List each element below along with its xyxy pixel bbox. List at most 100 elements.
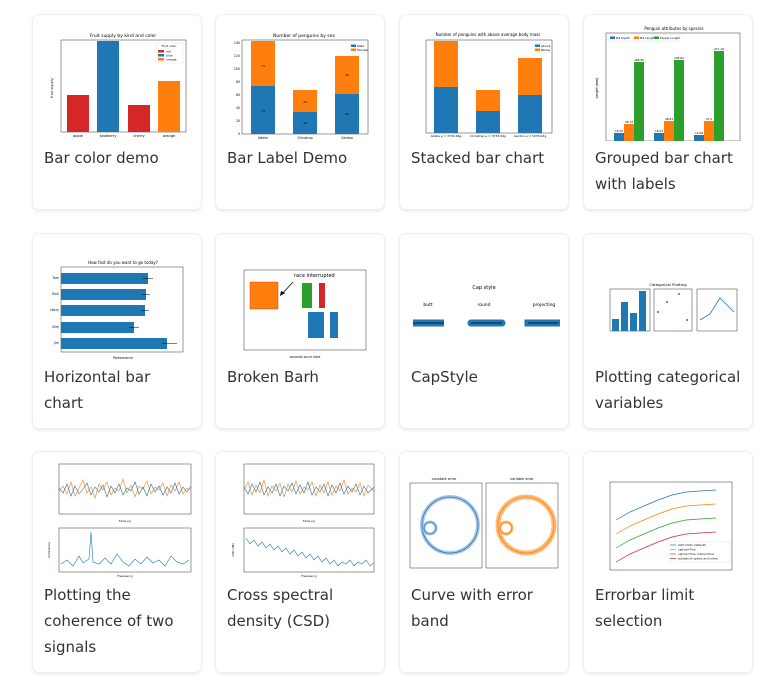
svg-text:140: 140 [234, 41, 240, 45]
svg-text:red: red [166, 50, 171, 54]
svg-text:Adelie μ = 3700.66g: Adelie μ = 3700.66g [431, 134, 462, 138]
card-caption[interactable]: Curve with error band [411, 586, 533, 630]
gallery-card-coherence[interactable]: Time (s) Frequency Coherence Plotting th… [33, 452, 201, 672]
svg-text:48.83: 48.83 [665, 117, 673, 121]
svg-text:Time (s): Time (s) [118, 519, 131, 523]
thumbnail-errorbar-limit: both limits (default) uplims=True uplims… [592, 460, 744, 578]
svg-text:race interrupted: race interrupted [294, 273, 335, 279]
gallery-card-bar-label-demo[interactable]: Number of penguins by sex 0 20 40 60 80 … [216, 15, 384, 209]
thumbnail-csd: Time (s) Frequency CSD (dB) [224, 460, 376, 578]
bar-orange [158, 81, 180, 132]
gallery-card-broken-barh[interactable]: race interrupted seconds since start Bro… [216, 234, 384, 428]
svg-text:uplims=True, lolims=True: uplims=True, lolims=True [678, 552, 714, 556]
svg-text:Fruit color: Fruit color [162, 44, 178, 48]
svg-text:Time (s): Time (s) [302, 519, 315, 523]
svg-text:Chinstrap μ = 3733.09g: Chinstrap μ = 3733.09g [470, 134, 506, 138]
svg-text:195.82: 195.82 [674, 56, 684, 60]
svg-text:Frequency: Frequency [301, 574, 317, 578]
svg-text:Flipper Length: Flipper Length [660, 36, 680, 40]
svg-text:Coherence: Coherence [47, 542, 51, 558]
card-caption[interactable]: Grouped bar chart with labels [595, 149, 733, 193]
gallery-card-plotting-categorical[interactable]: Categorical Plotting Plotting categorica… [584, 234, 752, 428]
y-axis-label: fruit supply [50, 78, 54, 98]
svg-text:Tom: Tom [52, 276, 59, 280]
svg-text:Female: Female [357, 48, 368, 52]
svg-text:orange: orange [163, 134, 175, 138]
card-caption[interactable]: Cross spectral density (CSD) [227, 586, 334, 630]
svg-text:constant error: constant error [432, 477, 457, 481]
svg-text:CSD (dB): CSD (dB) [231, 543, 235, 557]
card-caption[interactable]: Broken Barh [227, 368, 319, 386]
svg-text:Slim: Slim [52, 325, 59, 329]
thumb-title: Fruit supply by kind and color [90, 33, 157, 39]
gallery-card-grouped-bar-chart[interactable]: Penguin attributes by species Length (mm… [584, 15, 752, 209]
thumbnail-horizontal-bar-chart: How fast do you want to go today? Tom Di… [41, 242, 193, 360]
thumbnail-coherence: Time (s) Frequency Coherence [41, 460, 193, 578]
card-caption[interactable]: Bar Label Demo [227, 149, 348, 167]
svg-text:58: 58 [345, 73, 349, 77]
svg-text:Categorical Plotting: Categorical Plotting [649, 282, 687, 287]
svg-text:Below: Below [541, 48, 551, 52]
svg-text:orange: orange [166, 58, 177, 62]
svg-text:Number of penguins with above: Number of penguins with above average bo… [436, 32, 541, 37]
svg-text:apple: apple [73, 134, 83, 138]
svg-text:73: 73 [261, 109, 265, 113]
card-caption[interactable]: Horizontal bar chart [44, 368, 151, 412]
svg-text:both limits (default): both limits (default) [678, 543, 706, 547]
svg-text:Harry: Harry [50, 308, 59, 312]
svg-text:100: 100 [234, 67, 240, 71]
thumbnail-error-band: constant error variable error [408, 460, 560, 578]
svg-text:14.98: 14.98 [695, 131, 703, 135]
svg-text:0: 0 [238, 132, 240, 136]
gallery-card-horizontal-bar-chart[interactable]: How fast do you want to go today? Tom Di… [33, 234, 201, 428]
svg-text:round: round [477, 302, 490, 308]
svg-text:40: 40 [236, 106, 240, 110]
svg-text:subsets of uplims and lolims: subsets of uplims and lolims [678, 557, 718, 561]
card-caption[interactable]: CapStyle [411, 368, 478, 386]
svg-text:38.79: 38.79 [625, 120, 633, 124]
svg-text:Frequency: Frequency [117, 574, 133, 578]
card-caption[interactable]: Bar color demo [44, 149, 159, 167]
bar-cherry [128, 105, 150, 132]
gallery-card-errorbar-limit[interactable]: both limits (default) uplims=True uplims… [584, 452, 752, 672]
svg-text:34: 34 [303, 121, 307, 125]
gallery-card-error-band[interactable]: constant error variable error Curve with… [400, 452, 568, 672]
svg-text:80: 80 [236, 80, 240, 84]
legend: Fruit color red blue orange [155, 42, 184, 64]
thumbnail-broken-barh: race interrupted seconds since start [224, 242, 376, 360]
svg-text:Male: Male [357, 44, 364, 48]
card-caption[interactable]: Plotting the coherence of two signals [44, 586, 174, 656]
svg-text:Number of penguins by sex: Number of penguins by sex [273, 33, 335, 39]
gallery-card-stacked-bar-chart[interactable]: Number of penguins with above average bo… [400, 15, 568, 209]
svg-text:34: 34 [303, 100, 307, 104]
svg-text:Above: Above [541, 44, 551, 48]
svg-text:Dick: Dick [52, 292, 59, 296]
thumbnail-bar-color-demo: Fruit supply by kind and color fruit sup… [41, 23, 193, 141]
card-caption[interactable]: Stacked bar chart [411, 149, 545, 167]
svg-text:60: 60 [236, 93, 240, 97]
thumbnail-bar-label-demo: Number of penguins by sex 0 20 40 60 80 … [224, 23, 376, 141]
svg-text:cherry: cherry [133, 134, 144, 138]
gallery-card-capstyle[interactable]: Cap style butt round projecting CapStyle [400, 234, 568, 428]
svg-text:Chinstrap: Chinstrap [297, 136, 312, 140]
gallery-card-bar-color-demo[interactable]: Fruit supply by kind and color fruit sup… [33, 15, 201, 209]
svg-text:blueberry: blueberry [100, 134, 117, 138]
svg-text:18.35: 18.35 [615, 129, 623, 133]
card-caption[interactable]: Errorbar limit selection [595, 586, 695, 630]
bar-blueberry [97, 41, 119, 132]
svg-text:variable error: variable error [510, 477, 534, 481]
thumbnail-plotting-categorical: Categorical Plotting [592, 242, 744, 360]
svg-text:Jim: Jim [53, 341, 59, 345]
svg-text:120: 120 [234, 54, 240, 58]
svg-text:Gentoo: Gentoo [341, 136, 353, 140]
svg-text:seconds since start: seconds since start [290, 355, 322, 359]
gallery-card-csd[interactable]: Time (s) Frequency CSD (dB) Cross spectr… [216, 452, 384, 672]
svg-text:73: 73 [261, 64, 265, 68]
svg-text:Bill Depth: Bill Depth [616, 36, 630, 40]
svg-text:uplims=True: uplims=True [678, 548, 696, 552]
svg-text:Performance: Performance [113, 356, 133, 360]
svg-text:How fast do you want to go tod: How fast do you want to go today? [88, 260, 158, 265]
svg-text:189.95: 189.95 [634, 58, 644, 62]
card-caption[interactable]: Plotting categorical variables [595, 368, 741, 412]
svg-text:butt: butt [423, 302, 432, 308]
